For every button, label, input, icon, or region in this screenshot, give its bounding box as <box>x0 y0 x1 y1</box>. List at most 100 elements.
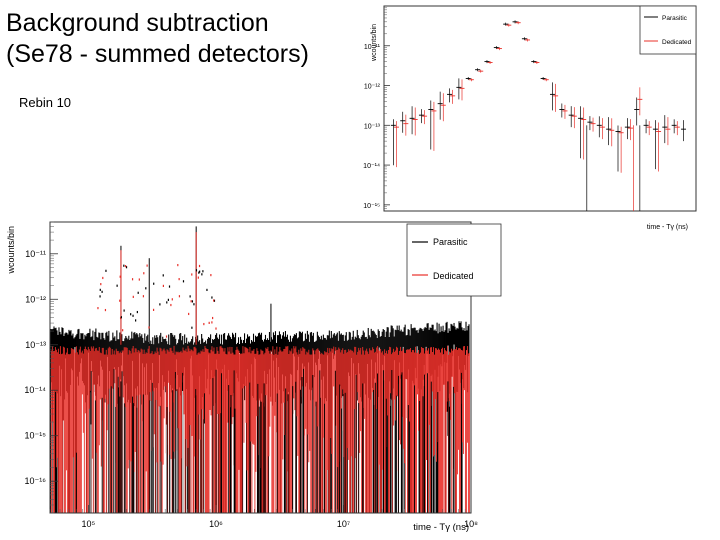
inset-ytick-label: 10⁻¹⁵ <box>363 203 380 210</box>
main-scatter-dot <box>162 274 164 277</box>
main-scatter-dot <box>119 299 121 302</box>
main-scatter-dot <box>210 274 212 277</box>
main-scatter-dot <box>211 321 213 324</box>
main-scatter-dot <box>191 300 194 303</box>
main-scatter-dot <box>152 308 155 311</box>
main-scatter-dot <box>105 269 107 272</box>
main-ylabel: wcounts/bin <box>6 226 16 275</box>
main-scatter-dot <box>171 298 173 301</box>
main-scatter-dot <box>97 307 99 310</box>
main-scatter-dot <box>166 301 168 304</box>
main-ytick-label: 10⁻¹⁴ <box>24 385 46 395</box>
main-legend-label-dedicated: Dedicated <box>433 271 474 281</box>
main-scatter-dot <box>159 303 161 306</box>
main-xtick-label: 10⁵ <box>82 519 96 529</box>
main-scatter-dot <box>212 316 214 320</box>
rebin-note: Rebin 10 <box>19 95 72 110</box>
main-scatter-dot <box>99 295 101 298</box>
inset-chart: 10⁻¹¹ 10⁻¹² 10⁻¹³ 10⁻¹⁴ 10⁻¹⁵ wcounts/bin time… <box>363 5 697 231</box>
inset-ytick-label: 10⁻¹¹ <box>364 44 381 51</box>
main-scatter-dot <box>123 264 125 267</box>
main-scatter-dot <box>104 308 107 312</box>
main-scatter-dot <box>153 282 155 285</box>
main-scatter-dot <box>122 329 124 332</box>
inset-ytick-label: 10⁻¹³ <box>364 123 381 130</box>
main-ytick-label: 10⁻¹⁶ <box>25 476 47 486</box>
main-scatter-dot <box>138 278 140 281</box>
main-scatter-dot <box>143 272 145 275</box>
main-scatter-dot <box>213 299 216 302</box>
main-scatter-dot <box>177 263 179 267</box>
main-scatter-dot <box>182 280 185 283</box>
main-scatter-dot <box>215 327 217 330</box>
main-scatter-dot <box>145 287 147 290</box>
main-scatter-dot <box>211 296 213 299</box>
main-scatter-dot <box>188 312 190 316</box>
main-scatter-dot <box>101 290 103 293</box>
main-xtick-label: 10⁶ <box>209 519 223 529</box>
main-scatter-dot <box>199 270 201 273</box>
inset-ytick-label: 10⁻¹² <box>364 84 381 91</box>
main-scatter-dot <box>178 278 180 281</box>
main-scatter-dot <box>190 300 192 303</box>
main-ytick-label: 10⁻¹¹ <box>25 249 46 259</box>
main-scatter-dot <box>195 269 198 272</box>
main-scatter-dot <box>132 314 134 317</box>
main-scatter-dot <box>165 335 168 338</box>
main-scatter-dot <box>116 284 118 287</box>
main-scatter-dot <box>130 313 132 316</box>
main-scatter-dot <box>142 295 145 298</box>
main-scatter-dot <box>189 295 191 298</box>
main-scatter-dot <box>120 316 122 319</box>
main-ytick-label: 10⁻¹² <box>25 294 46 304</box>
main-scatter-dot <box>170 303 172 307</box>
main-scatter-dot <box>193 303 195 306</box>
main-scatter-dot <box>131 278 134 281</box>
main-scatter-dot <box>137 291 139 294</box>
main-scatter-dot <box>123 309 125 312</box>
slide-title-line1: Background subtraction <box>6 9 269 37</box>
main-legend-label-parasitic: Parasitic <box>433 237 468 247</box>
slide-title: Background subtraction (Se78 - summed de… <box>6 8 309 70</box>
main-scatter-dot <box>102 276 104 280</box>
main-histogram-bars <box>50 321 470 513</box>
main-plot-frame-top <box>49 221 472 514</box>
main-legend <box>406 223 502 297</box>
main-scatter-dot <box>148 326 150 329</box>
main-scatter-dot <box>191 326 193 329</box>
main-scatter-dot <box>162 284 164 288</box>
main-scatter-dot <box>178 295 181 298</box>
main-scatter-dot <box>146 264 148 267</box>
main-scatter-dot <box>168 285 171 288</box>
inset-xlabel: time - Tγ (ns) <box>647 224 688 231</box>
main-scatter-dot <box>132 295 134 298</box>
main-scatter-dot <box>99 288 101 291</box>
main-ytick-label: 10⁻¹⁵ <box>25 431 47 441</box>
inset-legend-label-parasitic: Parasitic <box>662 15 688 22</box>
main-scatter-dot <box>203 322 205 326</box>
main-scatter-dot <box>198 264 201 268</box>
main-scatter-dot <box>197 276 199 279</box>
main-scatter-dot <box>202 270 204 273</box>
inset-ytick-label: 10⁻¹⁴ <box>363 163 380 170</box>
main-xtick-label: 10⁷ <box>337 519 350 529</box>
slide-title-line2: (Se78 - summed detectors) <box>6 40 309 68</box>
main-scatter-dot <box>125 264 127 268</box>
main-ytick-label: 10⁻¹³ <box>25 340 46 350</box>
main-scatter-dot <box>201 273 203 276</box>
main-scatter-dot <box>198 271 200 274</box>
main-scatter-dot <box>206 288 208 292</box>
main-xlabel: time - Tγ (ns) <box>413 522 469 533</box>
inset-ylabel: wcounts/bin <box>371 24 378 62</box>
main-scatter-dot <box>135 319 137 322</box>
main-scatter-dot <box>125 266 128 269</box>
inset-legend <box>639 5 697 55</box>
main-scatter-dot <box>119 275 121 278</box>
main-chart: 10⁻¹¹ 10⁻¹² 10⁻¹³ 10⁻¹⁴ 10⁻¹⁵ 10⁻¹⁶ 10⁵ 10⁶ 10⁷ 1… <box>6 221 502 533</box>
main-scatter-dot <box>100 283 102 286</box>
inset-legend-label-dedicated: Dedicated <box>662 39 692 46</box>
main-scatter-dot <box>119 316 122 320</box>
main-scatter-dot <box>167 298 169 301</box>
main-scatter-dot <box>208 321 210 325</box>
